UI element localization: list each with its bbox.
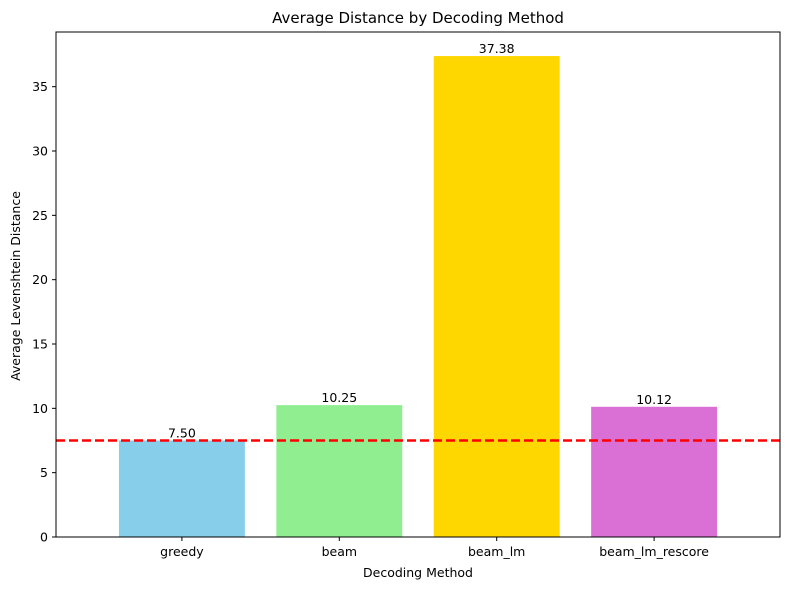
y-axis-label: Average Levenshtein Distance	[8, 191, 23, 381]
y-tick-label: 20	[32, 272, 48, 287]
bar-beam-lm	[433, 56, 560, 538]
bar-beam-lm-rescore	[591, 406, 718, 537]
data-label-beam-lm: 37.38	[479, 41, 515, 56]
bar-beam	[276, 405, 403, 537]
data-label-greedy: 7.50	[168, 426, 196, 441]
y-tick-label: 5	[40, 465, 48, 480]
y-tick-label: 30	[32, 144, 48, 159]
x-tick-label: beam	[322, 544, 357, 559]
y-tick-label: 25	[32, 208, 48, 223]
plot-area: 7.50 greedy 10.25 beam 37.38 beam_lm 10.12 beam…	[32, 31, 781, 559]
data-label-beam: 10.25	[321, 390, 357, 405]
x-tick-label: beam_lm_rescore	[599, 544, 709, 559]
chart-title: Average Distance by Decoding Method	[272, 9, 564, 27]
x-tick-label: beam_lm	[468, 544, 525, 559]
y-tick-label: 10	[32, 401, 48, 416]
y-tick-label: 35	[32, 79, 48, 94]
x-tick-label: greedy	[160, 544, 204, 559]
x-axis-label: Decoding Method	[363, 565, 473, 580]
y-tick-label: 0	[40, 530, 48, 545]
axes-frame	[55, 31, 781, 538]
bar-greedy	[118, 440, 245, 537]
data-label-beam-lm-rescore: 10.12	[636, 392, 672, 407]
y-tick-label: 15	[32, 337, 48, 352]
